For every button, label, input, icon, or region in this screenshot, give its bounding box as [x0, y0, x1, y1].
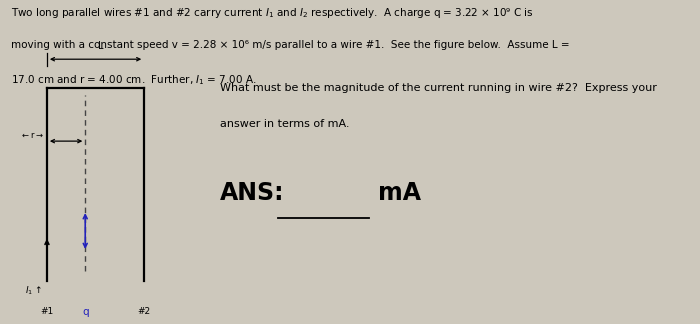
- Text: #2: #2: [138, 307, 150, 316]
- Text: #1: #1: [41, 307, 54, 316]
- Text: answer in terms of mA.: answer in terms of mA.: [220, 119, 349, 129]
- Text: mA: mA: [378, 181, 421, 205]
- Text: L: L: [98, 41, 103, 51]
- Text: ANS:: ANS:: [220, 181, 285, 205]
- Text: $\leftarrow$r$\rightarrow$: $\leftarrow$r$\rightarrow$: [20, 130, 44, 140]
- Text: What must be the magnitude of the current running in wire #2?  Express your: What must be the magnitude of the curren…: [220, 83, 657, 93]
- Text: 17.0 cm and r = 4.00 cm.  Further, $I_1$ = 7.00 A.: 17.0 cm and r = 4.00 cm. Further, $I_1$ …: [10, 74, 256, 87]
- Text: moving with a constant speed v = 2.28 × 10⁶ m/s parallel to a wire #1.  See the : moving with a constant speed v = 2.28 × …: [10, 40, 569, 50]
- Text: q: q: [82, 307, 88, 317]
- Text: $I_1$ ↑: $I_1$ ↑: [25, 284, 42, 296]
- Text: Two long parallel wires #1 and #2 carry current $I_1$ and $I_2$ respectively.  A: Two long parallel wires #1 and #2 carry …: [10, 6, 533, 20]
